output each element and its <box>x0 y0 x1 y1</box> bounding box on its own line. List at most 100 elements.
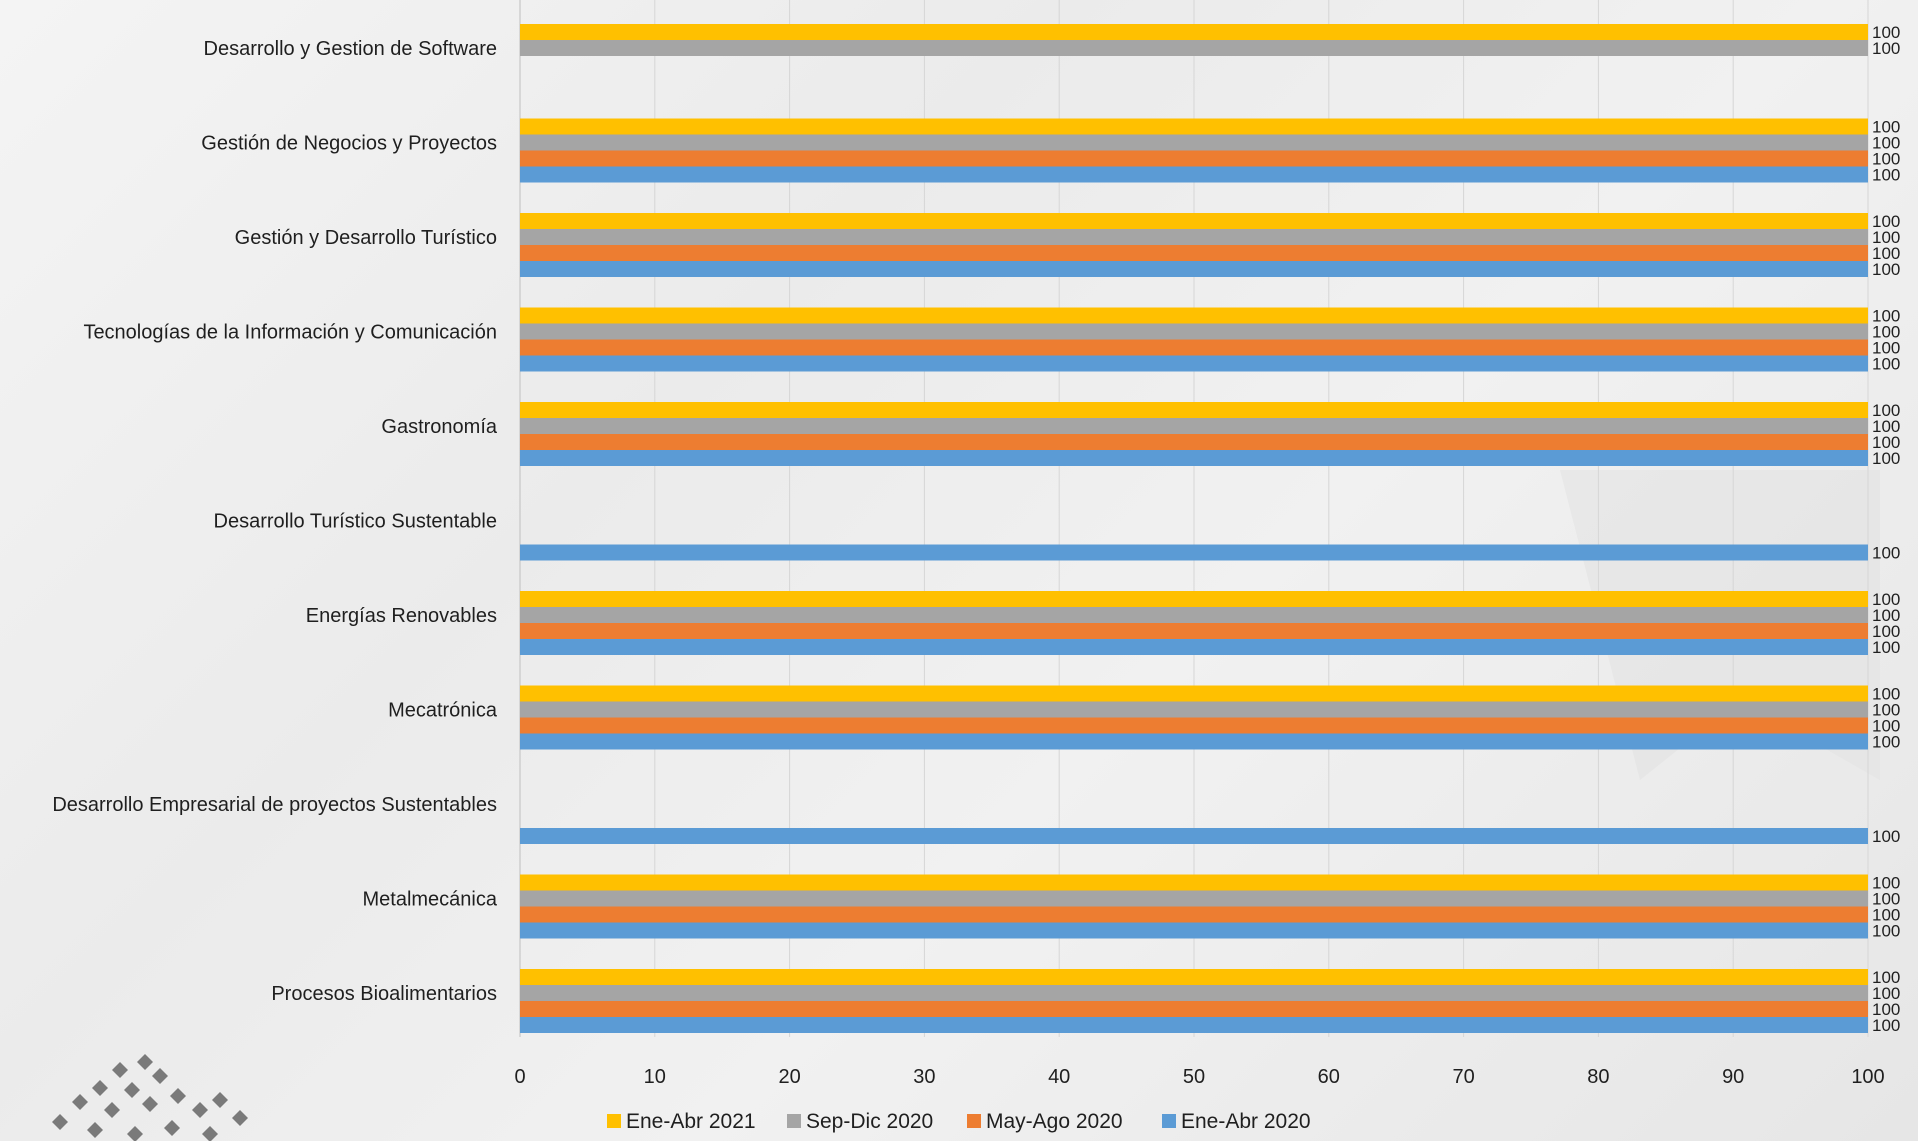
logo-diamond <box>192 1102 208 1118</box>
x-tick-label: 0 <box>514 1066 525 1088</box>
legend-swatch <box>787 1114 801 1128</box>
bar <box>520 828 1868 844</box>
logo-diamond <box>52 1114 68 1130</box>
data-label: 100 <box>1872 685 1900 704</box>
logo-diamond <box>202 1126 218 1141</box>
logo-diamond <box>232 1110 248 1126</box>
x-tick-label: 80 <box>1587 1066 1609 1088</box>
data-label: 100 <box>1872 590 1900 609</box>
logo-diamond <box>137 1054 153 1070</box>
data-label: 100 <box>1872 401 1900 420</box>
legend-label: Sep-Dic 2020 <box>806 1110 933 1133</box>
data-label: 100 <box>1872 433 1900 452</box>
bar <box>520 733 1868 750</box>
bar <box>520 40 1868 56</box>
x-tick-label: 30 <box>913 1066 935 1088</box>
data-label: 100 <box>1872 417 1900 436</box>
data-label: 100 <box>1872 212 1900 231</box>
bar <box>520 229 1868 245</box>
data-label: 100 <box>1872 906 1900 925</box>
data-labels-group: 1001001001001001001001001001001001001001… <box>1872 23 1900 1035</box>
x-tick-label: 60 <box>1318 1066 1340 1088</box>
bar <box>520 134 1868 151</box>
bar <box>520 402 1868 418</box>
x-tick-label: 100 <box>1851 1066 1884 1088</box>
data-label: 100 <box>1872 39 1900 58</box>
bar <box>520 969 1868 985</box>
x-tick-labels-group: 0 10 20 30 40 50 60 70 80 90 100 <box>514 1066 1884 1088</box>
logo-diamond <box>92 1080 108 1096</box>
data-label: 100 <box>1872 622 1900 641</box>
data-label: 100 <box>1872 307 1900 326</box>
data-label: 100 <box>1872 1016 1900 1035</box>
logo-diamond <box>112 1062 128 1078</box>
category-label: Gastronomía <box>381 416 497 438</box>
logo-diamond <box>170 1088 186 1104</box>
x-tick-label: 90 <box>1722 1066 1744 1088</box>
bar <box>520 245 1868 261</box>
category-label: Tecnologías de la Información y Comunica… <box>83 322 497 344</box>
data-label: 100 <box>1872 355 1900 374</box>
bar <box>520 544 1868 561</box>
category-label: Mecatrónica <box>388 700 498 722</box>
bar <box>520 418 1868 434</box>
category-label: Procesos Bioalimentarios <box>271 983 497 1005</box>
bar <box>520 922 1868 939</box>
bar <box>520 307 1868 324</box>
logo-diamond <box>142 1096 158 1112</box>
bar <box>520 685 1868 702</box>
legend-label: May-Ago 2020 <box>986 1110 1123 1133</box>
data-label: 100 <box>1872 733 1900 752</box>
category-label: Desarrollo Empresarial de proyectos Sust… <box>52 794 497 816</box>
data-label: 100 <box>1872 244 1900 263</box>
data-label: 100 <box>1872 1000 1900 1019</box>
legend-label: Ene-Abr 2020 <box>1181 1110 1311 1133</box>
logo-diamond <box>124 1082 140 1098</box>
data-label: 100 <box>1872 23 1900 42</box>
x-tick-label: 70 <box>1452 1066 1474 1088</box>
x-tick-label: 20 <box>778 1066 800 1088</box>
category-label: Gestión y Desarrollo Turístico <box>235 227 497 249</box>
bar <box>520 717 1868 734</box>
logo-diamond <box>164 1120 180 1136</box>
category-label: Metalmecánica <box>362 889 497 911</box>
bar <box>520 591 1868 607</box>
bar <box>520 701 1868 718</box>
logo-diamond <box>212 1092 228 1108</box>
logo-diamond <box>72 1094 88 1110</box>
legend-swatch <box>967 1114 981 1128</box>
bar <box>520 874 1868 891</box>
bar <box>520 261 1868 277</box>
data-label: 100 <box>1872 606 1900 625</box>
logo-diamond <box>127 1126 143 1141</box>
data-label: 100 <box>1872 701 1900 720</box>
data-label: 100 <box>1872 118 1900 137</box>
bar <box>520 434 1868 450</box>
bars-group <box>520 24 1868 1033</box>
bar <box>520 355 1868 372</box>
x-tick-label: 10 <box>644 1066 666 1088</box>
category-label: Desarrollo y Gestion de Software <box>204 38 497 60</box>
data-label: 100 <box>1872 968 1900 987</box>
bar <box>520 985 1868 1001</box>
category-label: Gestión de Negocios y Proyectos <box>201 133 497 155</box>
bar <box>520 1001 1868 1017</box>
logo-diamond <box>104 1102 120 1118</box>
data-label: 100 <box>1872 134 1900 153</box>
bar <box>520 1017 1868 1033</box>
category-labels-group: Desarrollo y Gestion de Software Gestión … <box>52 38 498 1005</box>
x-tick-label: 50 <box>1183 1066 1205 1088</box>
bar <box>520 118 1868 135</box>
data-label: 100 <box>1872 827 1900 846</box>
bar <box>520 166 1868 183</box>
data-label: 100 <box>1872 922 1900 941</box>
bar <box>520 213 1868 229</box>
legend-swatch <box>1162 1114 1176 1128</box>
data-label: 100 <box>1872 339 1900 358</box>
data-label: 100 <box>1872 166 1900 185</box>
data-label: 100 <box>1872 150 1900 169</box>
data-label: 100 <box>1872 717 1900 736</box>
data-label: 100 <box>1872 874 1900 893</box>
